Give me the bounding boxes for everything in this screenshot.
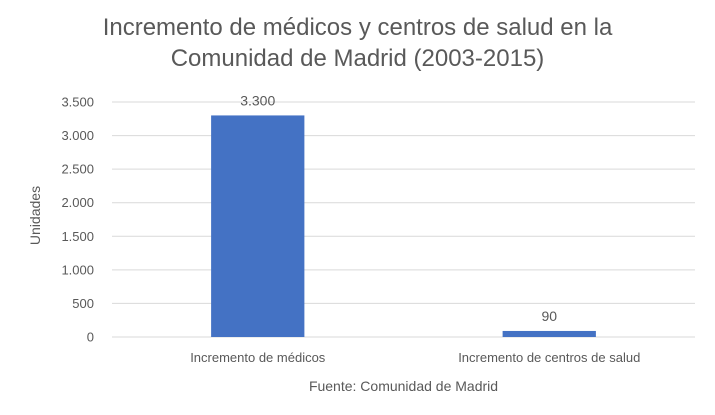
y-tick-label: 2.500 [61,162,94,177]
y-tick-label: 1.500 [61,229,94,244]
y-tick-label: 0 [87,330,94,345]
chart-title-line-1: Incremento de médicos y centros de salud… [102,14,613,41]
labels: 0 500 1.000 1.500 2.000 2.500 3.000 3.500 3.300 I… [27,92,640,394]
y-tick-label: 500 [72,296,94,311]
chart-title: Incremento de médicos y centros de salud… [0,12,715,74]
chart-title-line-2: Comunidad de Madrid (2003-2015) [170,45,545,72]
y-axis-title: Unidades [27,186,43,245]
y-tick-label: 3.500 [61,95,94,110]
category-label-2: Incremento de centros de salud [458,350,640,365]
data-label-1: 3.300 [240,92,275,108]
bars [211,115,596,337]
category-label-1: Incremento de médicos [190,350,326,365]
bar-1 [211,115,305,337]
x-axis-title: Fuente: Comunidad de Madrid [309,378,498,394]
y-tick-label: 2.000 [61,195,94,210]
y-tick-label: 3.000 [61,128,94,143]
y-tick-label: 1.000 [61,262,94,277]
gridlines [112,101,695,338]
data-label-2: 90 [541,308,557,324]
bar-2 [502,330,596,337]
